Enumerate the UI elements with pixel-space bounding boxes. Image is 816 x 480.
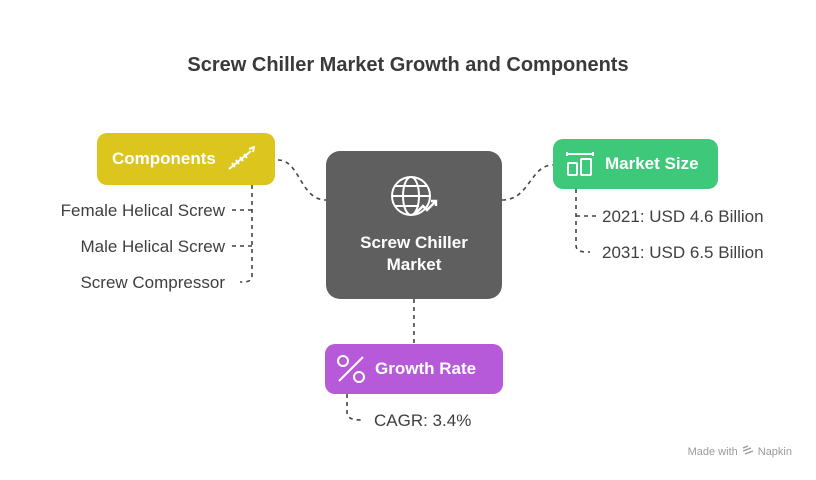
dimension-icon bbox=[565, 151, 595, 177]
market-item-2: 2031: USD 6.5 Billion bbox=[602, 243, 764, 262]
connector-growth-list bbox=[346, 394, 365, 421]
center-node: Screw Chiller Market bbox=[326, 151, 502, 299]
component-item-1: Female Helical Screw bbox=[60, 201, 225, 220]
percent-icon bbox=[335, 353, 367, 385]
components-node: Components bbox=[97, 133, 275, 185]
connector-market bbox=[501, 164, 554, 201]
component-item-2: Male Helical Screw bbox=[80, 237, 225, 256]
growth-rate-node: Growth Rate bbox=[325, 344, 503, 394]
napkin-icon bbox=[742, 445, 754, 459]
connector-components-list bbox=[239, 185, 253, 283]
screw-icon bbox=[226, 146, 256, 172]
connector-market-list bbox=[575, 189, 591, 253]
growth-item-1: CAGR: 3.4% bbox=[374, 411, 472, 430]
center-label-1: Screw Chiller bbox=[360, 233, 468, 252]
center-label-2: Market bbox=[386, 255, 442, 274]
growth-rate-label: Growth Rate bbox=[375, 359, 477, 378]
made-with-label: Made with bbox=[687, 446, 738, 458]
brand-label: Napkin bbox=[757, 446, 792, 458]
components-label: Components bbox=[112, 149, 216, 168]
connector-components bbox=[277, 159, 327, 201]
globe-trend-icon bbox=[389, 174, 439, 224]
diagram-title: Screw Chiller Market Growth and Componen… bbox=[187, 54, 629, 76]
market-size-label: Market Size bbox=[605, 154, 699, 173]
market-size-node: Market Size bbox=[553, 139, 718, 189]
market-item-1: 2021: USD 4.6 Billion bbox=[602, 207, 764, 226]
footer: Made with Napkin bbox=[688, 445, 792, 459]
component-item-3: Screw Compressor bbox=[80, 273, 225, 292]
